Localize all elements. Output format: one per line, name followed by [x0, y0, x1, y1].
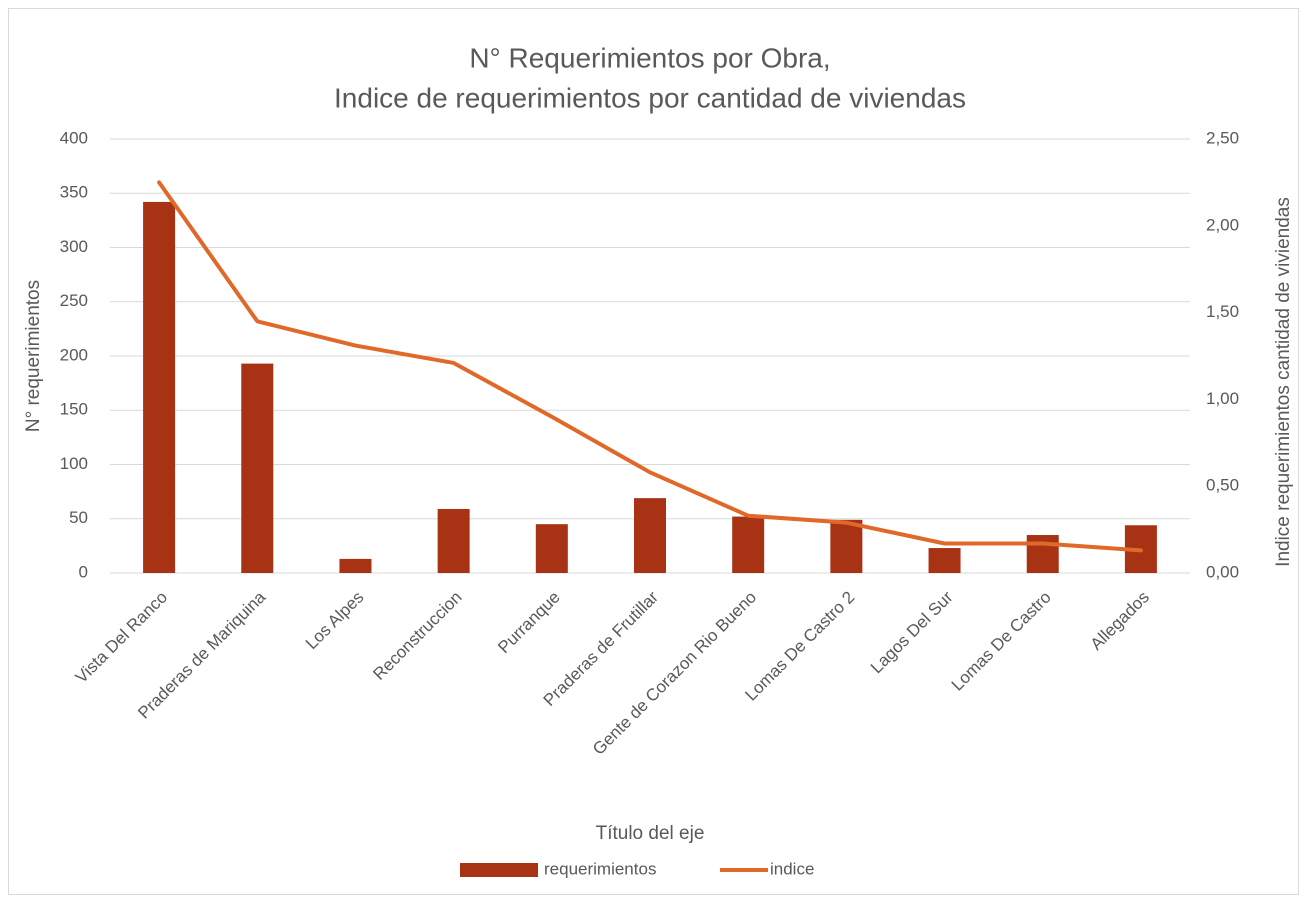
x-axis-title: Título del eje: [596, 823, 705, 844]
y-axis-title: N° requerimientos: [23, 280, 44, 432]
y-tick-label: 300: [60, 237, 88, 256]
y2-tick-label: 1,00: [1206, 389, 1239, 408]
bar: [339, 558, 372, 573]
legend-label: indice: [770, 859, 814, 878]
y2-tick-label: 1,50: [1206, 302, 1239, 321]
bar: [437, 508, 470, 573]
y-tick-label: 400: [60, 128, 88, 147]
line: [157, 180, 1143, 553]
bar: [928, 548, 961, 573]
legend-swatch: [460, 863, 538, 877]
y2-tick-label: 0,00: [1206, 562, 1239, 581]
legend-label: requerimientos: [544, 859, 656, 878]
y-tick-label: 100: [60, 454, 88, 473]
y2-tick-label: 2,00: [1206, 215, 1239, 234]
y2-tick-label: 2,50: [1206, 128, 1239, 147]
y-tick-label: 250: [60, 291, 88, 310]
bar: [830, 519, 863, 573]
y-tick-label: 350: [60, 183, 88, 202]
y2-tick-label: 0,50: [1206, 476, 1239, 495]
y-tick-label: 200: [60, 345, 88, 364]
bar: [1026, 535, 1059, 573]
chart-border: [8, 8, 1299, 895]
bar: [241, 363, 274, 573]
y-tick-label: 150: [60, 400, 88, 419]
y-tick-label: 50: [69, 508, 88, 527]
y2-axis-title: Indice requerimientos cantidad de vivien…: [1273, 197, 1294, 567]
bar: [634, 498, 666, 573]
bar: [143, 201, 176, 573]
chart-title: Indice de requerimientos por cantidad de…: [334, 82, 966, 113]
bar: [732, 516, 765, 573]
chart-title: N° Requerimientos por Obra,: [469, 42, 830, 73]
bar: [535, 524, 568, 573]
y-tick-label: 0: [79, 562, 88, 581]
